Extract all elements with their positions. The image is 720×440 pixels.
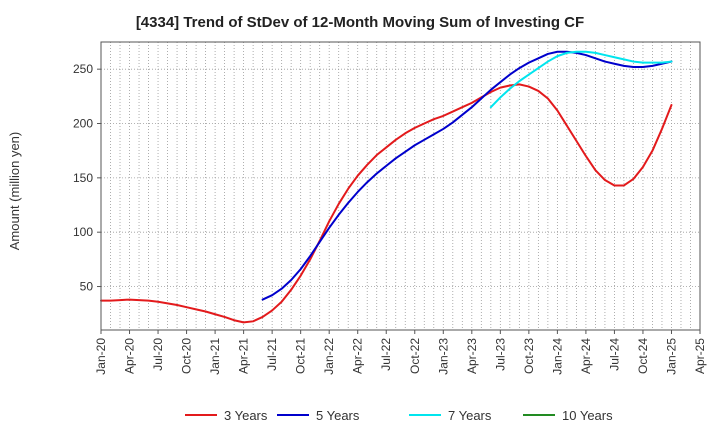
- plot-area: [101, 42, 700, 330]
- x-tick-label: Jan-23: [436, 338, 450, 375]
- axes: 50 100 150 200 250 Jan-20 Apr-20 Jul-20 Oct-20 Ja…: [73, 41, 707, 375]
- series-layer: [100, 50, 673, 324]
- plot-background: [101, 42, 700, 330]
- x-tick-label: Apr-25: [693, 338, 707, 374]
- legend-item: 5 Years: [277, 408, 360, 423]
- x-tick-label: Jul-21: [265, 338, 279, 371]
- y-tick-label: 200: [73, 117, 93, 131]
- legend-label: 7 Years: [448, 408, 492, 423]
- x-tick-label: Jul-24: [607, 338, 621, 371]
- y-tick-label: 50: [80, 280, 94, 294]
- x-tick-label: Oct-20: [180, 338, 194, 374]
- x-tick-label: Jan-24: [550, 338, 564, 375]
- grid: [100, 42, 701, 330]
- x-tick-label: Jul-20: [151, 338, 165, 371]
- series-line-3-years: [100, 83, 673, 324]
- x-tick-label: Oct-21: [294, 338, 308, 374]
- x-tick-label: Jan-20: [94, 338, 108, 375]
- series-line-5-years: [261, 50, 673, 301]
- y-tick-label: 150: [73, 171, 93, 185]
- x-tick-label: Jul-23: [493, 338, 507, 371]
- x-tick-label: Jan-25: [664, 338, 678, 375]
- legend-label: 10 Years: [562, 408, 613, 423]
- x-tick-label: Jan-21: [208, 338, 222, 375]
- x-tick-label: Oct-22: [408, 338, 422, 374]
- x-tick-label: Oct-24: [636, 338, 650, 374]
- y-tick-label: 250: [73, 62, 93, 76]
- series-line-7-years: [489, 50, 673, 109]
- legend-item: 3 Years: [185, 408, 268, 423]
- y-tick-label: 100: [73, 225, 93, 239]
- y-axis-label: Amount (million yen): [7, 132, 22, 251]
- x-tick-label: Oct-23: [522, 338, 536, 374]
- x-tick-label: Apr-23: [465, 338, 479, 374]
- legend-label: 5 Years: [316, 408, 360, 423]
- legend-item: 7 Years: [409, 408, 492, 423]
- legend-label: 3 Years: [224, 408, 268, 423]
- legend-item: 10 Years: [523, 408, 613, 423]
- plot-frame: [100, 41, 701, 331]
- x-tick-label: Apr-20: [123, 338, 137, 374]
- chart-title: [4334] Trend of StDev of 12-Month Moving…: [136, 14, 584, 31]
- x-tick-label: Jan-22: [322, 338, 336, 375]
- x-tick-label: Jul-22: [379, 338, 393, 371]
- x-tick-label: Apr-21: [237, 338, 251, 374]
- x-tick-label: Apr-22: [351, 338, 365, 374]
- legend: 3 Years 5 Years 7 Years 10 Years: [185, 408, 613, 423]
- x-tick-label: Apr-24: [579, 338, 593, 374]
